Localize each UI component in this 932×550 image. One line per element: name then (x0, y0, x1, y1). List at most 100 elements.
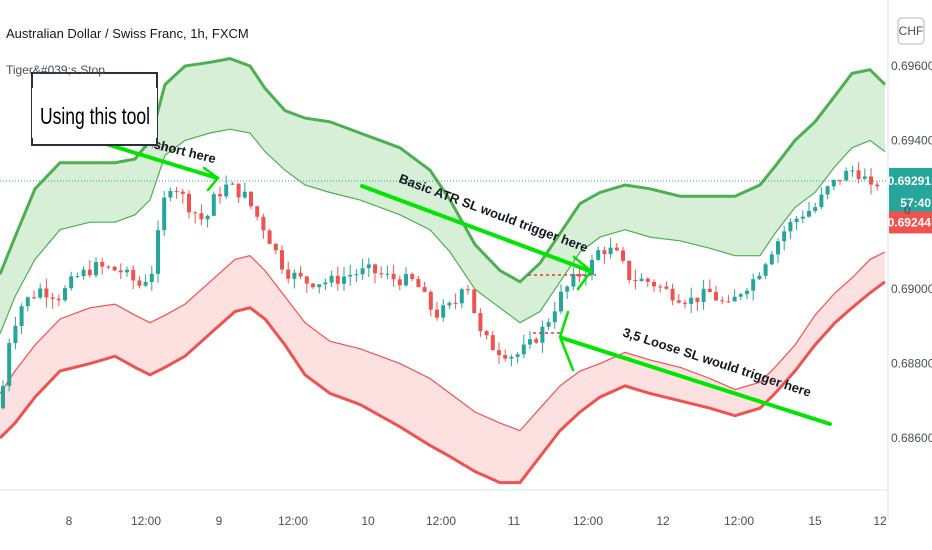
candle-body (614, 247, 619, 251)
candle-body (118, 270, 123, 273)
candle-body (769, 254, 774, 265)
candle-body (224, 184, 229, 197)
stop-price-value: 0.69244 (888, 215, 932, 229)
time-tick-label: 12 (873, 514, 887, 528)
candle-body (193, 212, 198, 214)
lower-band-fill (0, 252, 885, 483)
candles (1, 162, 880, 410)
candle-body (218, 194, 222, 197)
candle-body (565, 286, 570, 292)
candle-body (447, 302, 452, 306)
candle-body (242, 191, 247, 198)
candle-body (763, 264, 768, 276)
time-tick-label: 15 (808, 514, 822, 528)
price-tick-label: 0.68600 (891, 431, 932, 445)
price-axis (888, 0, 932, 520)
candle-body (125, 269, 129, 273)
current-price-tag: 0.69291 57:40 (888, 167, 932, 212)
candle-body (56, 298, 61, 301)
candle-body (856, 170, 861, 179)
candle-body (751, 279, 756, 291)
candle-body (143, 281, 148, 286)
candle-body (25, 297, 30, 307)
candle-body (168, 190, 173, 198)
candle-body (664, 286, 669, 289)
candle-body (273, 243, 278, 251)
candle-body (112, 266, 117, 271)
candle-body (583, 274, 588, 277)
time-tick-label: 9 (216, 514, 223, 528)
candle-body (453, 302, 458, 304)
price-tick-label: 0.69600 (891, 59, 932, 73)
candle-body (304, 276, 309, 284)
candle-body (732, 296, 737, 302)
candle-body (63, 288, 67, 301)
candle-body (81, 269, 86, 277)
candle-body (280, 250, 284, 270)
candle-body (552, 311, 557, 323)
candle-body (720, 300, 725, 302)
candle-body (466, 289, 470, 291)
candle-body (385, 273, 390, 275)
candle-body (366, 264, 371, 269)
upper-band-outer-line (0, 57, 887, 284)
candle-body (534, 339, 539, 343)
candle-body (404, 274, 408, 286)
candle-body (87, 269, 92, 276)
time-tick-label: 12:00 (131, 514, 161, 528)
tiger-stop-bands (0, 57, 887, 485)
candle-body (459, 289, 464, 304)
candle-body (428, 291, 433, 310)
candle-body (13, 325, 18, 344)
candle-body (503, 355, 508, 359)
candle-body (94, 262, 98, 276)
candle-body (7, 343, 12, 387)
candle-body (707, 288, 712, 293)
candle-body (435, 309, 439, 318)
candle-body (156, 230, 160, 274)
currency-button[interactable]: CHF (897, 17, 925, 45)
candle-body (100, 262, 105, 267)
lower-band-inner-line (0, 251, 886, 432)
candle-body (50, 297, 55, 299)
current-price-value: 0.69291 (888, 174, 932, 188)
time-tick-label: 12 (656, 514, 670, 528)
candle-body (850, 170, 855, 172)
candle-body (676, 300, 681, 303)
candle-body (546, 322, 551, 327)
partial-price-label: 0 (904, 203, 911, 217)
candle-body (354, 274, 359, 276)
candle-body (44, 288, 49, 298)
candle-body (825, 186, 830, 195)
candle-body (800, 216, 805, 219)
candle-body (174, 190, 179, 192)
candle-body (608, 247, 613, 255)
price-tick-label: 0.68800 (891, 357, 932, 371)
candle-body (726, 301, 731, 303)
candle-body (571, 274, 576, 287)
candle-body (329, 275, 334, 283)
time-tick-label: 12:00 (426, 514, 456, 528)
candle-body (106, 266, 111, 268)
candle-body (862, 176, 867, 179)
bar-countdown: 57:40 (900, 196, 931, 210)
candle-body (391, 273, 396, 280)
candle-body (627, 260, 632, 280)
candle-body (745, 290, 749, 295)
candle-body (831, 180, 836, 187)
candle-body (69, 276, 74, 289)
time-tick-label: 12:00 (278, 514, 308, 528)
candle-body (261, 216, 266, 231)
candle-body (621, 250, 625, 261)
candle-body (298, 272, 303, 277)
candle-body (410, 274, 415, 280)
candle-body (813, 207, 818, 211)
candle-body (670, 288, 675, 301)
candle-body (844, 170, 849, 181)
time-tick-label: 10 (361, 514, 375, 528)
upper-band-inner-line (0, 128, 886, 335)
time-tick-label: 11 (508, 514, 521, 528)
candle-body (422, 287, 427, 292)
time-axis-ticks: 8 12:00 9 12:00 10 12:00 11 12:00 12 12:00 15 12 (66, 514, 887, 528)
